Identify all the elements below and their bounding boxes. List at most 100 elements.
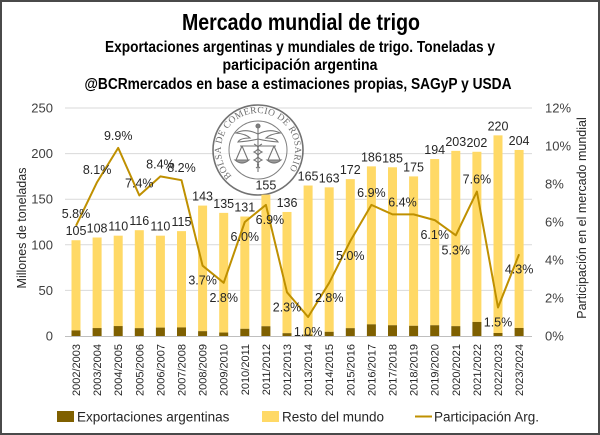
x-tick-label: 2008/2009 bbox=[198, 344, 210, 396]
total-data-label: 131 bbox=[234, 201, 255, 215]
x-tick-label: 2011/2012 bbox=[261, 344, 273, 395]
bar-resto-del-mundo bbox=[92, 237, 102, 329]
bar-exportaciones-argentinas bbox=[219, 332, 229, 336]
bar-resto-del-mundo bbox=[303, 185, 313, 335]
bar-resto-del-mundo bbox=[514, 149, 524, 328]
x-tick-label: 2013/2014 bbox=[303, 344, 315, 396]
bars bbox=[71, 135, 524, 336]
bar-exportaciones-argentinas bbox=[366, 324, 376, 336]
legend-label-resto: Resto del mundo bbox=[282, 410, 384, 425]
bar-resto-del-mundo bbox=[282, 211, 292, 334]
bar-exportaciones-argentinas bbox=[472, 321, 482, 336]
share-data-label: 6.9% bbox=[256, 213, 285, 227]
legend-label-participacion: Participación Arg. bbox=[434, 410, 539, 425]
bar-resto-del-mundo bbox=[493, 135, 503, 333]
bar-resto-del-mundo bbox=[472, 151, 482, 322]
chart-subtitle-line-2: participación argentina bbox=[223, 57, 378, 74]
y-tick-label-left: 50 bbox=[39, 283, 53, 298]
bar-resto-del-mundo bbox=[177, 231, 186, 328]
share-data-label: 5.8% bbox=[62, 207, 91, 221]
total-data-label: 194 bbox=[424, 143, 445, 157]
x-tick-label: 2017/2018 bbox=[388, 344, 400, 396]
line-participacion-arg bbox=[75, 146, 521, 318]
x-tick-label: 2014/2015 bbox=[324, 344, 336, 396]
x-tick-label: 2010/2011 bbox=[240, 344, 252, 395]
total-data-label: 136 bbox=[277, 196, 298, 210]
bar-exportaciones-argentinas bbox=[134, 328, 144, 336]
total-data-label: 204 bbox=[509, 134, 530, 148]
legend-swatch-light bbox=[262, 411, 279, 422]
bar-resto-del-mundo bbox=[134, 230, 144, 329]
bar-resto-del-mundo bbox=[324, 187, 334, 332]
share-data-label: 8.1% bbox=[83, 163, 112, 177]
bar-exportaciones-argentinas bbox=[92, 328, 102, 336]
legend-item-exportaciones-argentinas[interactable]: Exportaciones argentinas bbox=[57, 410, 230, 425]
share-data-label: 5.3% bbox=[442, 243, 471, 257]
x-tick-label: 2012/2013 bbox=[282, 344, 294, 396]
x-tick-label: 2016/2017 bbox=[366, 344, 378, 396]
caduceus-scales-icon bbox=[233, 123, 283, 172]
bar-resto-del-mundo bbox=[240, 216, 250, 329]
x-tick-label: 2003/2004 bbox=[92, 344, 104, 396]
total-data-label: 110 bbox=[108, 220, 128, 234]
share-line bbox=[75, 146, 521, 318]
y-tick-label-left: 150 bbox=[31, 192, 53, 207]
x-tick-label: 2020/2021 bbox=[451, 344, 463, 396]
x-tick-label: 2009/2010 bbox=[219, 344, 231, 396]
x-tick-label: 2018/2019 bbox=[409, 344, 421, 396]
bar-exportaciones-argentinas bbox=[177, 327, 186, 336]
y-tick-label-left: 200 bbox=[31, 146, 53, 161]
bcr-logo: BOLSA DE COMERCIO DE ROSARIO bbox=[212, 104, 304, 196]
share-data-label: 7.6% bbox=[463, 173, 492, 187]
bar-resto-del-mundo bbox=[219, 212, 229, 333]
bar-exportaciones-argentinas bbox=[113, 326, 123, 336]
bar-exportaciones-argentinas bbox=[303, 334, 313, 336]
y-tick-label-left: 250 bbox=[31, 101, 53, 116]
bar-exportaciones-argentinas bbox=[261, 326, 271, 336]
share-data-label: 4.3% bbox=[505, 262, 534, 276]
share-data-label: 6.4% bbox=[388, 195, 417, 209]
chart-title: Mercado mundial de trigo bbox=[182, 9, 420, 35]
share-data-label: 2.3% bbox=[273, 300, 302, 314]
bar-exportaciones-argentinas bbox=[514, 327, 524, 336]
x-tick-label: 2022/2023 bbox=[493, 344, 505, 396]
bar-exportaciones-argentinas bbox=[71, 330, 81, 336]
bar-exportaciones-argentinas bbox=[409, 325, 419, 336]
total-data-label: 116 bbox=[129, 214, 149, 228]
share-data-label: 7.4% bbox=[125, 176, 154, 190]
bar-resto-del-mundo bbox=[113, 235, 123, 327]
total-data-label: 220 bbox=[488, 119, 509, 133]
bar-exportaciones-argentinas bbox=[155, 327, 165, 336]
legend-item-participacion[interactable]: Participación Arg. bbox=[415, 410, 539, 425]
total-data-label: 163 bbox=[319, 171, 340, 185]
bar-exportaciones-argentinas bbox=[282, 333, 292, 336]
total-data-label: 110 bbox=[150, 220, 170, 234]
bar-resto-del-mundo bbox=[366, 166, 376, 325]
share-data-label: 6.9% bbox=[357, 186, 386, 200]
x-tick-label: 2006/2007 bbox=[155, 344, 167, 396]
total-data-label: 143 bbox=[192, 190, 213, 204]
chart-subtitle-line-1: Exportaciones argentinas y mundiales de … bbox=[105, 39, 495, 56]
share-data-label: 8.2% bbox=[167, 161, 196, 175]
legend-item-resto-del-mundo[interactable]: Resto del mundo bbox=[262, 410, 384, 425]
bar-resto-del-mundo bbox=[345, 179, 355, 329]
bar-resto-del-mundo bbox=[409, 176, 419, 326]
y-tick-label-right: 10% bbox=[545, 139, 571, 154]
y-tick-label-right: 2% bbox=[545, 291, 564, 306]
bar-exportaciones-argentinas bbox=[240, 328, 250, 336]
y-tick-label-right: 8% bbox=[545, 177, 564, 192]
chart-subtitle-line-3: @BCRmercados en base a estimaciones prop… bbox=[85, 76, 512, 93]
x-tick-label: 2023/2024 bbox=[514, 344, 526, 396]
share-data-label: 8.4% bbox=[146, 157, 175, 171]
bar-exportaciones-argentinas bbox=[451, 326, 461, 336]
x-tick-label: 2004/2005 bbox=[113, 344, 125, 396]
bar-exportaciones-argentinas bbox=[430, 325, 440, 336]
bar-resto-del-mundo bbox=[71, 240, 81, 331]
total-data-label: 202 bbox=[466, 136, 487, 150]
bar-resto-del-mundo bbox=[198, 205, 208, 332]
x-tick-label: 2015/2016 bbox=[345, 344, 357, 396]
bar-resto-del-mundo bbox=[261, 194, 271, 327]
bar-exportaciones-argentinas bbox=[388, 325, 397, 336]
